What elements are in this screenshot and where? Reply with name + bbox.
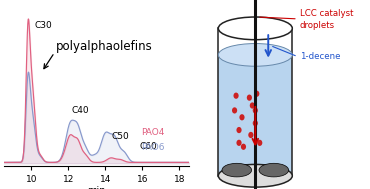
Text: C40: C40 xyxy=(71,106,89,115)
Ellipse shape xyxy=(218,17,292,40)
Ellipse shape xyxy=(232,107,237,114)
Text: 1-decene: 1-decene xyxy=(300,52,340,61)
Ellipse shape xyxy=(247,94,252,101)
Ellipse shape xyxy=(248,132,253,138)
Ellipse shape xyxy=(257,140,262,146)
FancyBboxPatch shape xyxy=(218,55,292,176)
Ellipse shape xyxy=(239,114,245,120)
Ellipse shape xyxy=(222,163,252,177)
Ellipse shape xyxy=(218,43,292,66)
Ellipse shape xyxy=(236,127,242,133)
Ellipse shape xyxy=(218,164,292,187)
Text: C50: C50 xyxy=(112,132,130,141)
Text: C60: C60 xyxy=(140,142,157,151)
Ellipse shape xyxy=(254,91,259,97)
Ellipse shape xyxy=(236,140,242,146)
Text: C30: C30 xyxy=(35,21,53,30)
Ellipse shape xyxy=(259,163,289,177)
X-axis label: min: min xyxy=(87,186,105,189)
Text: PAO6: PAO6 xyxy=(141,143,165,152)
Ellipse shape xyxy=(253,120,258,126)
Ellipse shape xyxy=(253,107,258,114)
Text: LCC catalyst
droplets: LCC catalyst droplets xyxy=(300,9,353,29)
Ellipse shape xyxy=(250,102,255,109)
Ellipse shape xyxy=(233,93,239,99)
Ellipse shape xyxy=(241,144,246,150)
Text: PAO4: PAO4 xyxy=(141,128,165,137)
Text: polyalphaolefins: polyalphaolefins xyxy=(56,40,152,53)
